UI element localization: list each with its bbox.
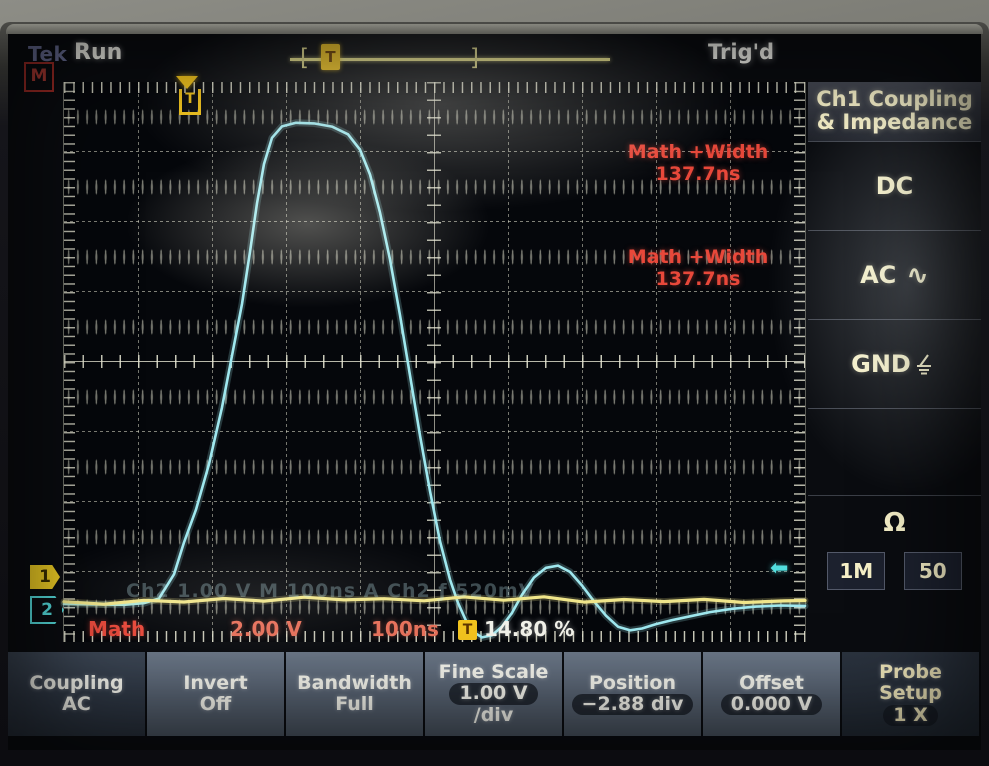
trigger-level-readout: T 14.80 % (458, 617, 574, 641)
vertical-scale-readout: 2.00 V (230, 617, 302, 641)
bottom-menu-value: Off (199, 693, 232, 715)
trigger-position-marker[interactable]: T (321, 44, 340, 70)
side-menu-title-line1: Ch1 Coupling (816, 87, 973, 111)
timebase-readout: 100ns (371, 617, 439, 641)
side-menu-title-line2: & Impedance (816, 109, 973, 134)
bezel-highlight (6, 24, 983, 34)
math-source-label: Math (88, 617, 146, 641)
bottom-menu-coupling[interactable]: Coupling AC (8, 652, 145, 736)
crt-screen: Tek Run Trig'd [ ] T M (8, 34, 981, 750)
trigger-state-label: Trig'd (708, 40, 775, 64)
impedance-options: 1M 50 (808, 550, 981, 591)
trigger-position-bar[interactable] (290, 58, 610, 61)
channel-2-marker[interactable]: 2 (30, 596, 64, 624)
channel-1-marker[interactable]: 1 (30, 565, 60, 589)
math-badge: M (24, 62, 54, 92)
trigger-arrow-icon (176, 76, 198, 89)
bottom-menu-offset[interactable]: Offset 0.000 V (703, 652, 840, 736)
channel-2-level-arrow-icon[interactable]: ⬅ (770, 556, 789, 581)
waveform-traces (60, 119, 809, 641)
bottom-menu-label: Coupling (29, 671, 124, 694)
trace-ch1 (62, 595, 807, 606)
measurement-label: Math +Width (627, 141, 769, 163)
bottom-menu-value: AC (62, 693, 91, 715)
trace-glow-math (60, 119, 809, 641)
trigger-point-marker[interactable]: T (176, 76, 201, 115)
bottom-menu-value: 1 X (883, 704, 938, 726)
obscured-ch2-settings: Ch2 1.00 V M 100ns A Ch2 ƒ 520mV (126, 580, 535, 602)
bottom-menu-bar: Coupling AC Invert Off Bandwidth Full Fi… (8, 652, 981, 736)
side-menu-item-dc[interactable]: DC (808, 141, 981, 230)
side-menu-spacer (808, 408, 981, 495)
bottom-menu-label: Position (589, 671, 676, 694)
bottom-menu-label2: Setup (879, 682, 942, 705)
impedance-option-50[interactable]: 50 (903, 552, 962, 591)
trigger-marker-label: T (179, 89, 201, 115)
bottom-menu-value: Full (335, 693, 374, 715)
center-axis-v-ticks (427, 82, 441, 642)
measurement-readout-2: Math +Width 137.7ns (593, 246, 803, 291)
ground-symbol-icon (916, 354, 931, 375)
sine-wave-icon: ∿ (906, 259, 929, 291)
side-menu-item-gnd[interactable]: GND (808, 319, 981, 408)
bottom-menu-bandwidth[interactable]: Bandwidth Full (286, 652, 423, 736)
trigger-badge-icon: T (458, 620, 477, 640)
bottom-menu-value: 0.000 V (720, 693, 823, 716)
bottom-menu-position[interactable]: Position −2.88 div (564, 652, 701, 736)
bottom-menu-value: −2.88 div (571, 693, 694, 716)
trace-math (62, 121, 807, 639)
side-menu-item-label: AC (860, 261, 897, 290)
trigger-level-value: 14.80 % (483, 617, 575, 641)
bottom-menu-fine-scale[interactable]: Fine Scale 1.00 V /div (425, 652, 562, 736)
bottom-menu-label: Bandwidth (297, 671, 412, 694)
measurement-label: Math +Width (627, 246, 769, 268)
measurement-readout-1: Math +Width 137.7ns (593, 141, 803, 186)
bottom-menu-label: Offset (739, 671, 804, 694)
bottom-menu-value-unit: /div (473, 703, 514, 726)
bottom-menu-label: Probe (879, 661, 942, 684)
measurement-value: 137.7ns (655, 267, 741, 290)
impedance-option-1m[interactable]: 1M (827, 552, 886, 591)
side-menu-item-ac[interactable]: AC ∿ (808, 230, 981, 319)
bracket-right-icon: ] (470, 45, 479, 71)
run-state-label: Run (74, 40, 123, 65)
bottom-menu-label: Invert (183, 671, 248, 694)
measurement-value: 137.7ns (655, 162, 741, 185)
side-menu-item-label: GND (851, 350, 911, 379)
bracket-left-icon: [ (300, 45, 309, 71)
waveform-graticule[interactable]: T (60, 76, 809, 642)
bottom-menu-value: 1.00 V (449, 683, 538, 705)
impedance-symbol: Ω (808, 495, 981, 550)
side-menu-item-label: DC (875, 172, 914, 201)
side-menu-title: Ch1 Coupling & Impedance (808, 82, 981, 142)
bottom-menu-invert[interactable]: Invert Off (147, 652, 284, 736)
side-menu: Ch1 Coupling & Impedance DC AC ∿ GND Ω 1… (808, 82, 981, 591)
top-status-bar: Tek Run Trig'd [ ] T (8, 34, 981, 74)
bottom-menu-label: Fine Scale (438, 661, 549, 684)
bottom-menu-probe-setup[interactable]: Probe Setup 1 X (842, 652, 979, 736)
